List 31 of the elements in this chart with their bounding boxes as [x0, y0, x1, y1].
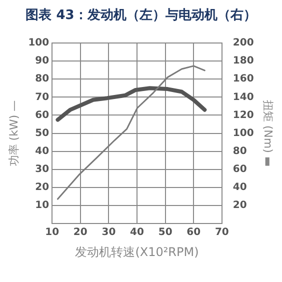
y2-tick-label: 160 [232, 74, 254, 85]
y-tick-label: 90 [35, 56, 50, 67]
y2-tick-label: 140 [232, 92, 254, 103]
x-tick-label: 50 [158, 227, 172, 238]
y-tick-label: 50 [35, 128, 50, 139]
y-tick-label: 70 [35, 92, 50, 103]
x-tick-label: 20 [73, 227, 88, 238]
y2-tick-label: 20 [232, 200, 247, 212]
y-tick-label: 40 [35, 146, 50, 157]
x-tick-label: 60 [186, 227, 201, 238]
x-tick-label: 40 [130, 227, 144, 238]
y-axis-title: 功率 (kW) — [7, 100, 20, 166]
y-tick-label: 30 [35, 164, 50, 176]
chart-title: 图表 43：发动机（左）与电动机（右） [24, 7, 258, 25]
x-tick-label: 70 [214, 227, 229, 238]
y2-tick-label: 200 [232, 38, 254, 49]
x-tick-label: 30 [102, 227, 116, 238]
y2-tick-label: 120 [232, 110, 254, 121]
y-tick-label: 80 [35, 74, 50, 85]
x-axis-title: 发动机转速(X10²RPM) [75, 244, 199, 259]
y2-tick-label: 180 [232, 56, 254, 67]
y2-tick-label: 40 [232, 182, 247, 194]
y2-tick-label: 60 [232, 164, 247, 176]
x-tick-label: 10 [45, 227, 60, 238]
y2-tick-label: 80 [232, 146, 247, 157]
y-tick-label: 10 [35, 200, 50, 212]
y-tick-label: 60 [35, 110, 50, 121]
y2-axis-title: 扭矩 (Nm) ▬ [262, 100, 275, 167]
y2-tick-label: 100 [232, 128, 254, 139]
y-tick-label: 100 [28, 38, 50, 49]
y-tick-label: 20 [35, 182, 50, 194]
